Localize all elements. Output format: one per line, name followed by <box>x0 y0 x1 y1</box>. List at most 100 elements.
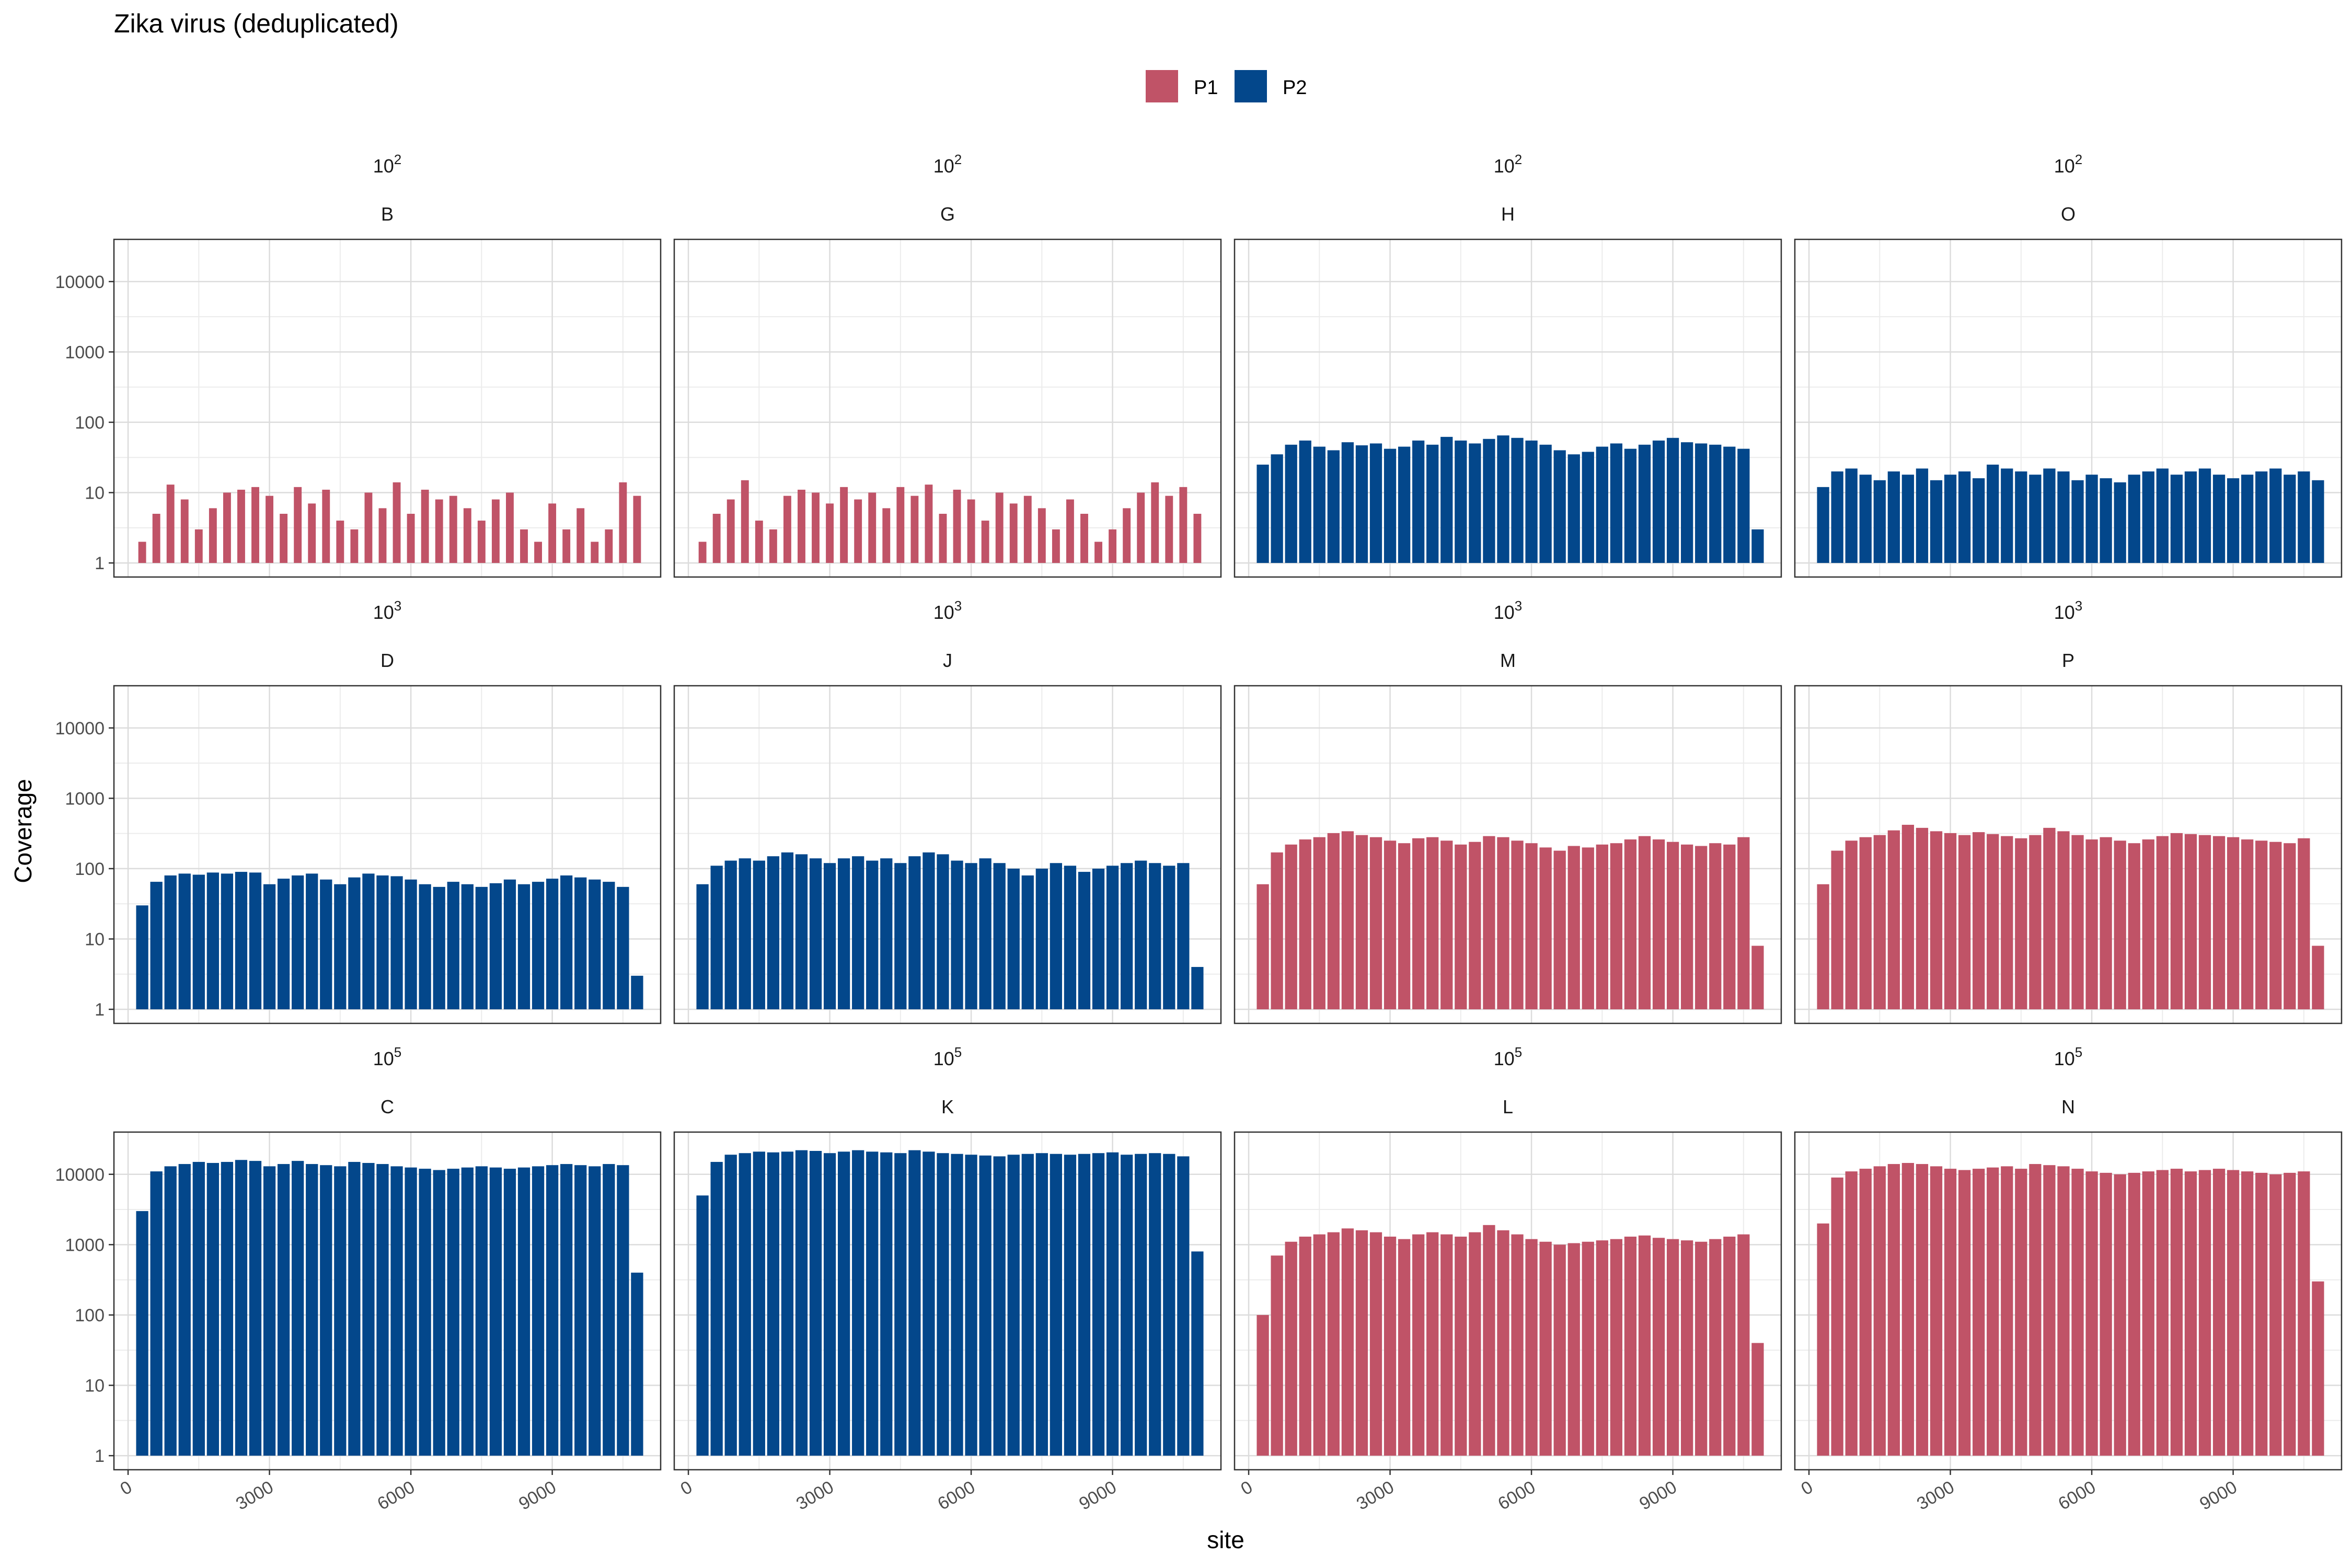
coverage-bar <box>548 503 557 563</box>
coverage-bar <box>192 874 205 1010</box>
coverage-bar <box>1064 866 1077 1010</box>
coverage-bar <box>421 489 429 563</box>
coverage-bar <box>617 886 629 1010</box>
coverage-bar <box>1666 437 1679 563</box>
coverage-bar <box>364 492 373 563</box>
coverage-bar <box>2198 1170 2211 1456</box>
coverage-bar <box>840 487 848 563</box>
coverage-bar <box>251 487 259 563</box>
coverage-bar <box>1873 480 1886 563</box>
coverage-bar <box>1610 443 1623 563</box>
coverage-bar <box>2015 1169 2027 1456</box>
coverage-bar <box>1987 464 1999 563</box>
coverage-bar <box>880 1152 893 1456</box>
coverage-bar <box>2255 471 2268 563</box>
coverage-bar <box>1817 1223 1829 1456</box>
coverage-bar <box>1567 846 1580 1010</box>
coverage-bar <box>2170 833 2183 1010</box>
coverage-bar <box>739 858 751 1010</box>
coverage-bar <box>1469 841 1481 1010</box>
coverage-series-p2 <box>1256 435 1764 563</box>
y-tick-label: 1 <box>95 1446 105 1466</box>
coverage-bar <box>433 1170 445 1456</box>
coverage-bar <box>1078 1154 1091 1456</box>
coverage-bar <box>1327 450 1340 563</box>
coverage-bar <box>1327 833 1340 1010</box>
coverage-bar <box>1271 1255 1283 1456</box>
coverage-bar <box>951 1154 963 1456</box>
coverage-bar <box>1817 884 1829 1010</box>
coverage-bar <box>2312 946 2324 1010</box>
coverage-bar <box>1652 839 1665 1010</box>
coverage-bar <box>1624 448 1637 563</box>
coverage-bar <box>2212 1169 2226 1456</box>
coverage-bar <box>2184 1171 2197 1456</box>
coverage-bar <box>1973 832 1985 1010</box>
coverage-bar <box>235 872 248 1010</box>
coverage-bar <box>812 492 820 563</box>
coverage-bar <box>753 1151 765 1456</box>
coverage-bar <box>1163 866 1175 1010</box>
coverage-bar <box>1901 1163 1915 1456</box>
coverage-bar <box>277 879 290 1010</box>
coverage-bar <box>1341 831 1354 1010</box>
panel-p: 103 P <box>1794 598 2343 1024</box>
coverage-bar <box>192 1162 205 1456</box>
coverage-bar <box>1135 1154 1147 1456</box>
coverage-bar <box>923 1151 935 1456</box>
coverage-bar <box>1596 1240 1608 1456</box>
coverage-bar <box>965 863 977 1010</box>
coverage-bar <box>1256 464 1269 563</box>
x-tick-label: 6000 <box>374 1477 419 1514</box>
coverage-bar <box>1313 446 1325 563</box>
coverage-bar <box>1327 1232 1340 1456</box>
strip-sample-label: N <box>2061 1096 2075 1117</box>
coverage-bar <box>419 1169 431 1456</box>
coverage-bar <box>221 1162 234 1456</box>
coverage-bar <box>1845 468 1858 563</box>
coverage-bar <box>1624 1236 1637 1456</box>
strip-sample-label: P <box>2062 650 2074 671</box>
coverage-bar <box>2298 471 2310 563</box>
y-tick-label: 10000 <box>55 272 105 292</box>
coverage-bar <box>1930 1166 1943 1456</box>
coverage-bar <box>1497 435 1509 563</box>
coverage-bar <box>1695 846 1708 1010</box>
coverage-bar <box>164 1166 177 1456</box>
coverage-bar <box>562 529 571 563</box>
panel-b: 102 B 1 10 100 1000 10000 <box>55 152 662 578</box>
strip-sample-label: B <box>381 203 394 225</box>
coverage-bar <box>809 858 822 1010</box>
coverage-bar <box>1106 866 1119 1010</box>
coverage-bar <box>1149 1153 1161 1456</box>
coverage-bar <box>837 858 850 1010</box>
coverage-bar <box>1050 863 1063 1010</box>
coverage-bar <box>1383 448 1397 563</box>
coverage-bar <box>1440 840 1453 1010</box>
x-tick-label: 9000 <box>2196 1477 2241 1514</box>
coverage-bar <box>574 877 587 1010</box>
coverage-bar <box>1355 1230 1368 1456</box>
coverage-series-p1 <box>138 482 641 563</box>
coverage-bar <box>1123 508 1131 563</box>
coverage-bar <box>136 905 148 1010</box>
panel-border <box>1233 1131 1782 1471</box>
coverage-bar <box>1873 835 1886 1010</box>
coverage-bar <box>2198 835 2211 1010</box>
coverage-bar <box>477 521 486 563</box>
coverage-bar <box>1440 1234 1453 1456</box>
coverage-bar <box>1539 1241 1552 1456</box>
coverage-bar <box>795 1150 808 1456</box>
coverage-bar <box>1285 844 1297 1010</box>
coverage-bar <box>953 489 961 563</box>
coverage-bar <box>767 1152 779 1456</box>
coverage-bar <box>837 1151 850 1456</box>
x-tick-label: 0 <box>1798 1477 1816 1499</box>
coverage-bar <box>603 1164 615 1456</box>
coverage-bar <box>221 873 234 1010</box>
coverage-bar <box>577 508 585 563</box>
panel-border <box>113 238 662 578</box>
coverage-bar <box>2085 475 2098 563</box>
coverage-bar <box>292 875 304 1010</box>
coverage-bar <box>178 873 191 1010</box>
